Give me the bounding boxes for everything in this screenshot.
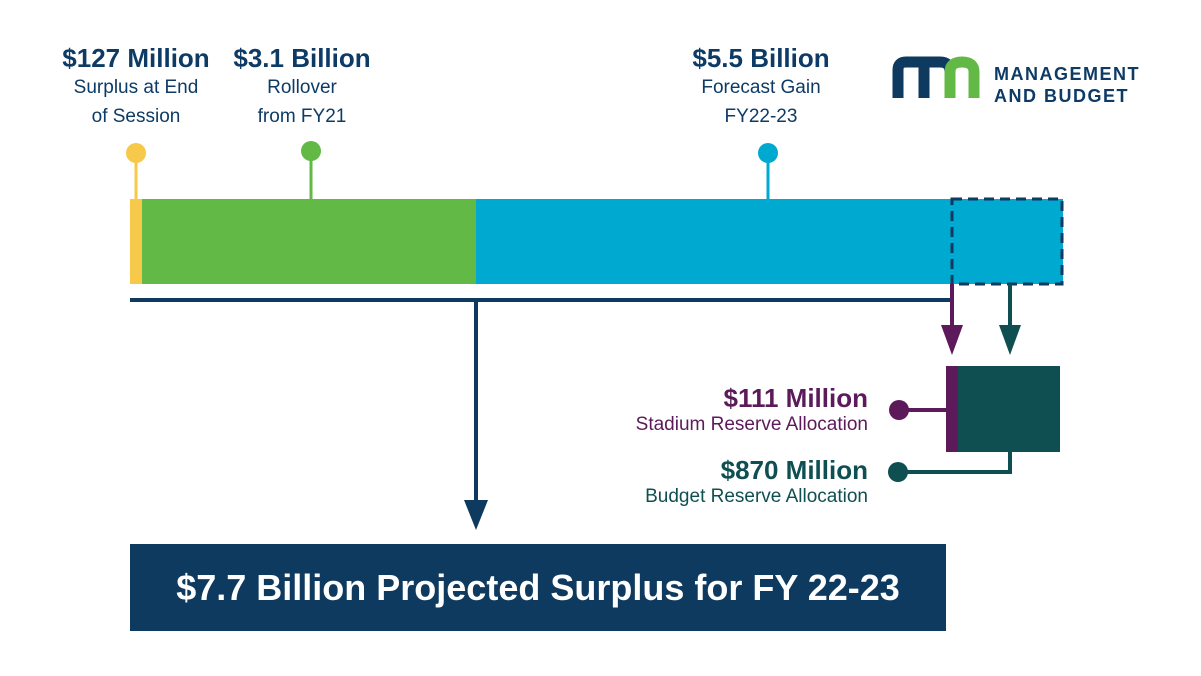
label-stadium-reserve: $111 Million Stadium Reserve Allocation [636,383,868,437]
label-surplus-end-session: $127 Million Surplus at End of Session [62,43,209,131]
surplus-amount: $127 Million [62,43,210,73]
pin-rollover [301,141,321,199]
reserve-box-budget [958,366,1060,452]
stadium-amount: $111 Million [723,383,868,413]
rollover-amount: $3.1 Billion [233,43,371,73]
label-budget-reserve: $870 Million Budget Reserve Allocation [645,455,868,509]
surplus-desc-line1: Surplus at End [73,77,199,98]
budget-desc: Budget Reserve Allocation [645,486,868,507]
rollover-desc-line1: Rollover [267,77,337,98]
allocation-dashed-box [950,197,1064,286]
rollover-desc-line2: from FY21 [257,106,347,127]
arrow-budget [999,284,1021,355]
arrow-to-banner [464,300,488,530]
label-rollover: $3.1 Billion Rollover from FY21 [233,43,370,131]
bar-segment-forecast [476,199,1063,284]
budget-amount: $870 Million [720,455,868,485]
arrow-stadium [941,284,963,355]
surplus-desc-line2: of Session [91,106,181,127]
logo-line1: MANAGEMENT [994,64,1140,84]
mn-logo-icon [892,56,980,98]
connector-budget [888,452,1012,482]
logo-wordmark: MANAGEMENT AND BUDGET [994,63,1140,107]
forecast-amount: $5.5 Billion [692,43,830,73]
connector-stadium [889,400,946,420]
stadium-desc: Stadium Reserve Allocation [635,414,868,435]
label-forecast-gain: $5.5 Billion Forecast Gain FY22-23 [692,43,829,131]
banner-text: $7.7 Billion Projected Surplus for FY 22… [176,566,900,608]
bar-segment-rollover [142,199,476,284]
forecast-desc-line1: Forecast Gain [701,77,821,98]
projected-surplus-banner: $7.7 Billion Projected Surplus for FY 22… [130,544,946,631]
pin-surplus [126,143,146,199]
bar-segment-surplus [130,199,142,284]
pin-forecast [758,143,778,199]
reserve-box-stadium [946,366,958,452]
forecast-desc-line2: FY22-23 [724,106,798,127]
logo-line2: AND BUDGET [994,86,1129,106]
